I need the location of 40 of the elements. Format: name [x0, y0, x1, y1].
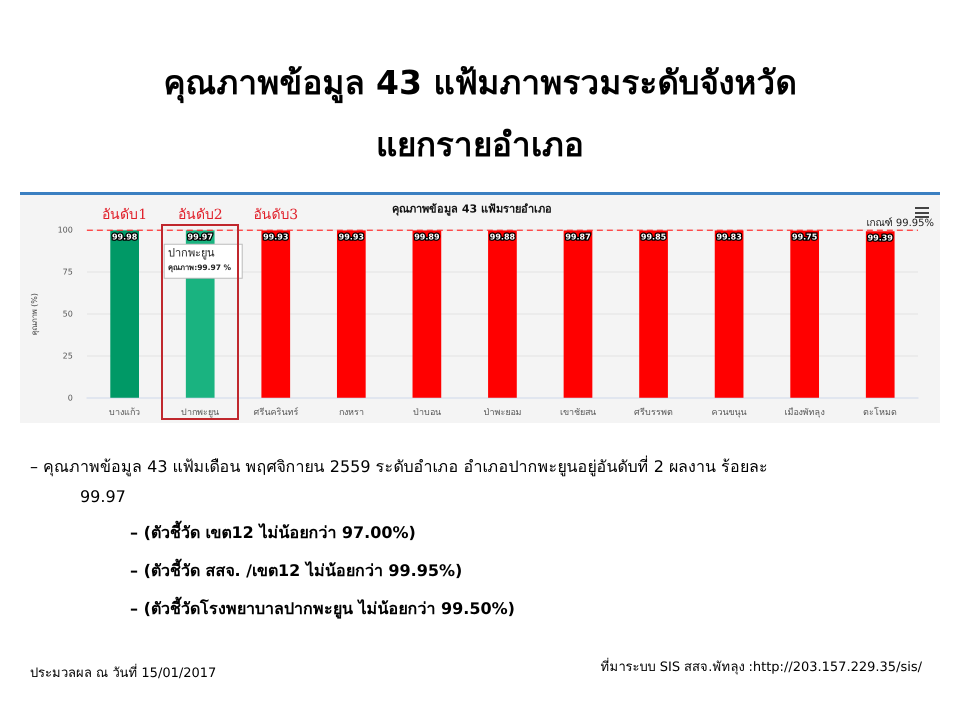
y-tick-label: 0	[68, 393, 73, 402]
text: อันดับ1	[102, 206, 148, 223]
text: – (ตัวชี้วัดโรงพยาบาลปากพะยูน ไม่น้อยกว่า 99.50%)	[130, 596, 515, 621]
data-label: 99.85	[640, 232, 667, 242]
data-label: 99.89	[414, 232, 440, 242]
text: ที่มาระบบ SIS สสจ.พัทลุง :http://203.157.229.35/sis/	[600, 656, 922, 677]
x-tick-label: ปากพะยูน	[181, 408, 220, 418]
data-label: 99.75	[792, 232, 818, 242]
x-tick-label: ศรีบรรพต	[634, 406, 674, 418]
chart-title: คุณภาพข้อมูล 43 แฟ้มภาพรวมระดับจังหวัด แยกรายอำเภอ	[162, 62, 798, 166]
data-label: 99.87	[565, 232, 591, 242]
text: – (ตัวชี้วัด เขต12 ไม่น้อยกว่า 97.00%)	[130, 520, 416, 544]
data-label: 99.97	[188, 232, 213, 242]
chart-subtitle: คุณภาพข้อมูล 43 แฟ้มรายอำเภอ	[392, 202, 552, 216]
y-tick-label: 75	[62, 267, 73, 276]
x-tick-label: ป่าพะยอม	[483, 408, 522, 418]
x-tick-label: เมืองพัทลุง	[784, 406, 825, 418]
y-axis-title: คุณภาพ (%)	[30, 293, 39, 336]
data-label: 99.93	[263, 232, 288, 242]
text: อันดับ2	[178, 206, 223, 223]
x-tick-label: ป่าบอน	[412, 408, 441, 418]
y-tick-label: 100	[58, 225, 73, 234]
x-tick-label: ตะโหมด	[863, 406, 898, 418]
y-tick-label: 25	[62, 351, 73, 360]
y-tick-label: 50	[62, 309, 73, 318]
x-tick-label: ควนขนุน	[712, 408, 747, 418]
x-tick-label: เขาชัยสน	[560, 408, 596, 418]
data-label: 99.83	[716, 232, 742, 242]
data-label: 99.93	[338, 232, 364, 242]
text: – (ตัวชี้วัด สสจ. /เขต12 ไม่น้อยกว่า 99.95%)	[130, 558, 462, 582]
text: ประมวลผล ณ วันที่ 15/01/2017	[30, 662, 216, 683]
data-label: 99.39	[868, 233, 894, 242]
x-tick-label: ศรีนครินทร์	[253, 406, 298, 418]
data-label: 99.98	[112, 232, 138, 242]
text: อันดับ3	[253, 206, 298, 223]
x-tick-label: บางแก้ว	[109, 406, 140, 418]
x-tick-label: กงหรา	[338, 408, 364, 418]
data-label: 99.88	[490, 232, 516, 242]
ref-line-label: เกณฑ์ 99.95%	[866, 216, 934, 229]
text: – คุณภาพข้อมูล 43 แฟ้มเดือน พฤศจิกายน 2559 ระดับอำเภอ อำเภอปากพะยูนอยู่อันดับที่ 2 ผลงาน ร้อยละ 99.97	[30, 454, 770, 508]
